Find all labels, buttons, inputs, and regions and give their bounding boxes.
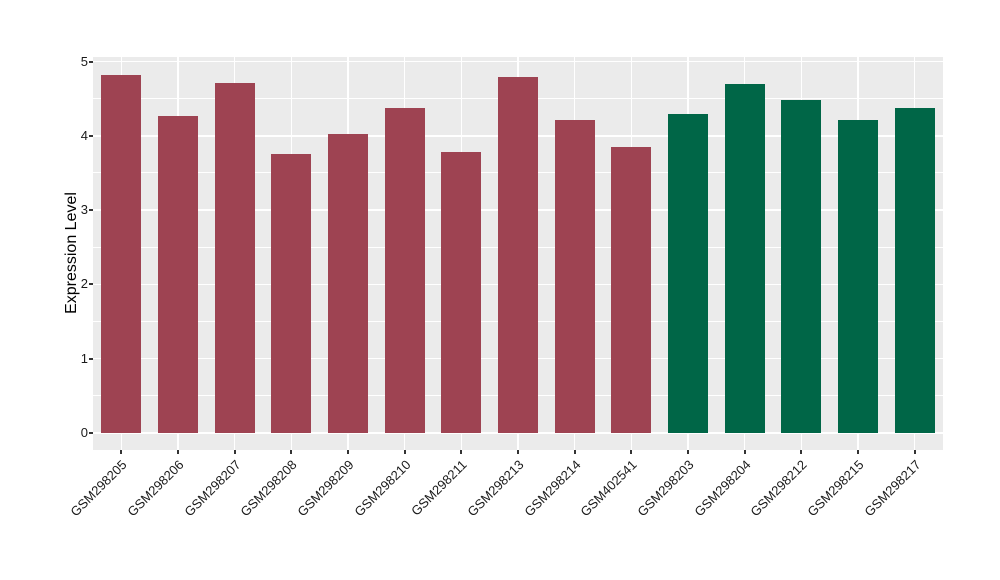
y-tick-mark: [89, 357, 93, 360]
bar-GSM298212: [781, 100, 822, 433]
x-tick-label: GSM298215: [804, 457, 867, 520]
x-tick-label: GSM402541: [577, 457, 640, 520]
x-tick-label: GSM298206: [124, 457, 187, 520]
x-tick-mark: [573, 450, 576, 454]
x-tick-mark: [800, 450, 803, 454]
x-tick-label: GSM298217: [861, 457, 924, 520]
x-tick-mark: [403, 450, 406, 454]
y-tick-mark: [89, 60, 93, 63]
y-tick-label: 0: [80, 425, 88, 440]
y-tick-label: 3: [80, 202, 88, 218]
x-tick-mark: [347, 450, 349, 454]
bar-GSM298205: [101, 74, 142, 433]
bar-GSM298213: [498, 77, 538, 433]
y-tick-label: 4: [80, 127, 88, 143]
y-tick-mark: [89, 283, 93, 286]
bar-GSM298209: [328, 133, 368, 433]
x-tick-mark: [517, 450, 519, 454]
bar-GSM298208: [271, 153, 312, 433]
y-tick-label: 1: [80, 350, 88, 366]
x-tick-label: GSM298207: [181, 457, 244, 520]
x-tick-mark: [857, 450, 859, 454]
y-tick-label: 2: [80, 276, 88, 292]
bar-GSM298204: [724, 83, 765, 433]
y-tick-label: 5: [80, 53, 88, 69]
x-tick-label: GSM298209: [294, 457, 357, 520]
bar-GSM298203: [668, 113, 708, 433]
x-tick-mark: [120, 450, 123, 454]
x-tick-label: GSM298205: [67, 457, 130, 520]
x-tick-mark: [233, 450, 236, 454]
x-tick-mark: [460, 450, 463, 454]
x-tick-label: GSM298212: [747, 457, 810, 520]
y-tick-mark: [89, 134, 93, 137]
x-tick-mark: [743, 450, 746, 454]
x-tick-mark: [177, 450, 179, 454]
bar-GSM402541: [611, 146, 652, 433]
x-tick-label: GSM298214: [521, 457, 584, 520]
x-tick-label: GSM298208: [237, 457, 300, 520]
bar-GSM298217: [894, 108, 935, 433]
y-tick-mark: [89, 209, 93, 212]
x-tick-label: GSM298204: [691, 457, 754, 520]
x-tick-label: GSM298211: [408, 457, 470, 519]
bar-GSM298206: [158, 116, 198, 433]
x-tick-mark: [630, 450, 633, 454]
x-tick-mark: [290, 450, 293, 454]
x-tick-label: GSM298213: [464, 457, 527, 520]
x-tick-label: GSM298210: [351, 457, 414, 520]
x-tick-mark: [687, 450, 689, 454]
y-tick-mark: [89, 432, 93, 434]
x-tick-mark: [913, 450, 916, 454]
bar-GSM298210: [384, 108, 425, 433]
bar-GSM298214: [554, 120, 595, 433]
plot-panel: [93, 57, 943, 450]
bar-GSM298207: [214, 83, 255, 433]
bar-GSM298215: [838, 120, 878, 433]
bar-GSM298211: [441, 152, 482, 433]
x-tick-label: GSM298203: [634, 457, 697, 520]
